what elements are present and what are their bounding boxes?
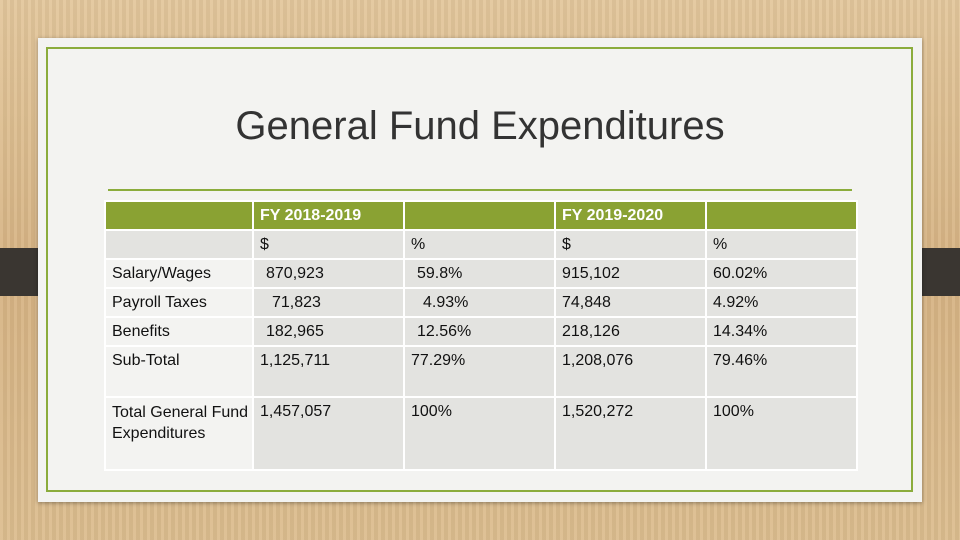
table-row: Benefits 182,965 12.56% 218,126 14.34% [104, 316, 858, 347]
table-row: Salary/Wages 870,923 59.8% 915,102 60.02… [104, 258, 858, 289]
table-cell: 60.02% [705, 258, 858, 289]
row-label: Benefits [104, 316, 254, 347]
title-divider [108, 189, 852, 191]
table-cell: 59.8% [403, 258, 556, 289]
table-cell: 1,125,711 [252, 345, 405, 398]
table-cell: 12.56% [403, 316, 556, 347]
expenditures-table: FY 2018-2019 FY 2019-2020 $ % $ % Salary… [104, 200, 858, 471]
header-cell-fy2018-2019: FY 2018-2019 [252, 200, 405, 231]
row-label: Sub-Total [104, 345, 254, 398]
subheader-cell-dollars: $ [554, 229, 707, 260]
table-row-subtotal: Sub-Total 1,125,711 77.29% 1,208,076 79.… [104, 345, 858, 398]
header-cell-fy2019-2020: FY 2019-2020 [554, 200, 707, 231]
subheader-cell-percent: % [403, 229, 556, 260]
header-cell [403, 200, 556, 231]
header-cell [705, 200, 858, 231]
table-cell: 77.29% [403, 345, 556, 398]
row-label: Payroll Taxes [104, 287, 254, 318]
table-cell: 915,102 [554, 258, 707, 289]
table-cell: 71,823 [252, 287, 405, 318]
table-cell: 1,457,057 [252, 396, 405, 471]
subheader-cell-dollars: $ [252, 229, 405, 260]
table-cell: 4.93% [403, 287, 556, 318]
table-header-row: FY 2018-2019 FY 2019-2020 [104, 200, 858, 231]
slide-title: General Fund Expenditures [235, 104, 725, 148]
row-label: Total General Fund Expenditures [104, 396, 254, 471]
table-cell: 14.34% [705, 316, 858, 347]
table-cell: 79.46% [705, 345, 858, 398]
slide-border [46, 47, 913, 492]
table-cell: 1,520,272 [554, 396, 707, 471]
table-row-total: Total General Fund Expenditures 1,457,05… [104, 396, 858, 471]
table-cell: 100% [705, 396, 858, 471]
table-cell: 870,923 [252, 258, 405, 289]
table-cell: 1,208,076 [554, 345, 707, 398]
table-subheader-row: $ % $ % [104, 229, 858, 260]
row-label: Salary/Wages [104, 258, 254, 289]
slide: General Fund Expenditures FY 2018-2019 F… [38, 38, 922, 502]
table-cell: 100% [403, 396, 556, 471]
subheader-cell [104, 229, 254, 260]
table-cell: 218,126 [554, 316, 707, 347]
header-cell [104, 200, 254, 231]
table-cell: 74,848 [554, 287, 707, 318]
table-cell: 182,965 [252, 316, 405, 347]
table-row: Payroll Taxes 71,823 4.93% 74,848 4.92% [104, 287, 858, 318]
table-cell: 4.92% [705, 287, 858, 318]
subheader-cell-percent: % [705, 229, 858, 260]
